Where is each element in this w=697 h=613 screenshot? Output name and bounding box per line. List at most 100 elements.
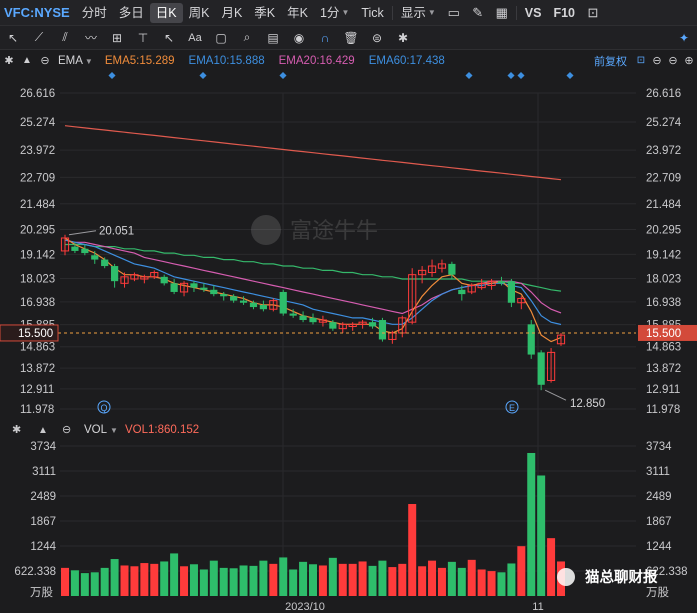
signal-diamond bbox=[507, 71, 515, 80]
brand-watermark: 猫总聊财报 bbox=[557, 568, 658, 586]
f10-button[interactable]: F10 bbox=[553, 5, 575, 20]
minute-dropdown[interactable]: 1分 ▼ bbox=[314, 3, 355, 23]
volume-bar bbox=[130, 566, 139, 596]
candle-body-down bbox=[170, 283, 178, 292]
x-label-oct: 2023/10 bbox=[285, 601, 325, 613]
restore-icon[interactable]: ⊖ bbox=[668, 55, 678, 67]
price-axis-left: 26.616 25.274 23.972 22.709 21.484 20.295 19.1… bbox=[20, 88, 56, 416]
price-tick-label: 11.978 bbox=[646, 404, 680, 416]
channel-tool-icon[interactable]: ⫽ bbox=[62, 30, 68, 44]
gear-icon[interactable]: ✱ bbox=[4, 55, 14, 67]
minimize-icon[interactable]: ⊖ bbox=[652, 55, 662, 67]
candle-body-down bbox=[458, 289, 466, 295]
visibility-icon[interactable]: ⊜ bbox=[371, 30, 383, 45]
event-marker-q[interactable]: Q bbox=[97, 400, 111, 414]
volume-unit-left: 万股 bbox=[30, 586, 53, 599]
ema10-value: EMA10:15.888 bbox=[188, 54, 265, 67]
brush-icon[interactable]: ▤ bbox=[267, 30, 279, 45]
wave-tool-icon[interactable]: 〰 bbox=[84, 31, 97, 45]
period-tab-monthly[interactable]: 月K bbox=[221, 5, 243, 20]
candle-body-up bbox=[338, 323, 347, 330]
volume-tick-label: 622.338 bbox=[14, 566, 56, 578]
display-dropdown[interactable]: 显示 ▼ bbox=[395, 3, 442, 23]
close-chart-icon[interactable]: ⊡ bbox=[587, 4, 599, 20]
volume-bar bbox=[527, 452, 536, 596]
line-tool-icon[interactable]: ⟋ bbox=[34, 30, 44, 44]
main-toolbar: VFC:NYSE 分时 多日 日K 周K 月K 季K 年K 1分 ▼ Tick 显… bbox=[0, 0, 697, 26]
volume-bar bbox=[150, 563, 159, 596]
volume-bar bbox=[428, 560, 437, 596]
signal-diamond bbox=[279, 71, 287, 80]
volume-axis-left: 3734 3111 2489 1867 1244 622.338 bbox=[14, 441, 56, 578]
low-label: 12.850 bbox=[570, 398, 605, 410]
cursor-icon[interactable]: ↖ bbox=[7, 30, 19, 45]
volume-indicator-name[interactable]: VOL bbox=[84, 424, 108, 436]
candle-body-down bbox=[230, 296, 238, 301]
price-tick-label: 14.863 bbox=[646, 342, 681, 354]
collapse-icon[interactable]: ▲ bbox=[22, 55, 32, 66]
candle-body-up bbox=[179, 282, 189, 293]
settings-icon[interactable]: ✱ bbox=[397, 30, 409, 45]
watermark-text: 富途牛牛 bbox=[290, 218, 378, 243]
candle-body-down bbox=[378, 320, 387, 340]
text-tool-icon[interactable]: Aa bbox=[188, 31, 202, 44]
adjust-dropdown[interactable]: 前复权 bbox=[594, 55, 627, 68]
period-tab-daily[interactable]: 日K bbox=[149, 2, 183, 23]
maximize-icon[interactable]: ⊕ bbox=[684, 55, 694, 67]
price-tick-label: 23.972 bbox=[646, 145, 681, 157]
volume-bar bbox=[477, 569, 486, 596]
note-tool-icon[interactable]: ▢ bbox=[215, 30, 227, 45]
gear-icon[interactable]: ✱ bbox=[12, 424, 21, 436]
period-tab-yearly[interactable]: 年K bbox=[287, 5, 308, 20]
period-tab-quarterly[interactable]: 季K bbox=[254, 5, 276, 20]
pen-icon[interactable]: ✎ bbox=[472, 4, 484, 20]
close-icon[interactable]: ⊖ bbox=[40, 55, 50, 67]
event-marker-e[interactable]: E bbox=[505, 400, 519, 414]
candlesticks bbox=[60, 234, 566, 391]
period-tab-weekly[interactable]: 周K bbox=[188, 5, 210, 20]
collapse-icon[interactable]: ▲ bbox=[38, 425, 48, 436]
candle-body-up bbox=[437, 263, 447, 269]
price-tick-label: 14.863 bbox=[20, 342, 55, 354]
vol1-value: VOL1:860.152 bbox=[125, 424, 199, 436]
candle-body-down bbox=[91, 255, 99, 260]
candle-body-up bbox=[140, 276, 149, 280]
symbol-label[interactable]: VFC:NYSE bbox=[4, 4, 70, 20]
volume-bar bbox=[358, 561, 367, 596]
period-tab-intraday[interactable]: 分时 bbox=[81, 5, 107, 20]
indicator-name[interactable]: EMA ▼ bbox=[58, 54, 93, 67]
candle-body-up bbox=[120, 276, 129, 284]
price-tick-label: 18.023 bbox=[646, 274, 681, 286]
period-tab-multiday[interactable]: 多日 bbox=[118, 5, 144, 20]
zoom-icon[interactable]: ⌕ bbox=[243, 30, 251, 44]
grid-icon[interactable]: ▦ bbox=[495, 4, 508, 20]
magnet-icon[interactable]: ∩ bbox=[320, 30, 330, 45]
display-label: 显示 bbox=[400, 5, 426, 20]
price-tag-right-label: 15.500 bbox=[646, 328, 681, 340]
price-tick-label: 16.938 bbox=[646, 297, 681, 309]
fib-tool-icon[interactable]: ⊤ bbox=[137, 30, 149, 45]
kline-type-icon[interactable]: ⊡ bbox=[636, 55, 646, 66]
arrow-tool-icon[interactable]: ↖ bbox=[163, 30, 175, 45]
tick-button[interactable]: Tick bbox=[361, 5, 384, 20]
candle-body-down bbox=[299, 315, 307, 321]
volume-tick-label: 3734 bbox=[30, 441, 56, 453]
chevron-down-icon[interactable]: ▼ bbox=[110, 426, 118, 435]
chart-area[interactable]: 富途牛牛 26.616 25.274 23.972 22.709 21.484 20.29… bbox=[0, 71, 697, 613]
measure-tool-icon[interactable]: ⊞ bbox=[111, 30, 123, 45]
volume-bar bbox=[289, 569, 298, 596]
vs-button[interactable]: VS bbox=[524, 5, 542, 20]
volume-bar bbox=[447, 561, 456, 596]
candle-body-down bbox=[101, 259, 109, 267]
close-icon[interactable]: ⊖ bbox=[62, 424, 71, 436]
eye-icon[interactable]: ◉ bbox=[293, 30, 305, 45]
volume-bar bbox=[398, 563, 407, 596]
candle-body-down bbox=[249, 302, 258, 308]
candle-body-down bbox=[329, 322, 337, 329]
high-label: 20.051 bbox=[99, 226, 134, 238]
price-tick-label: 16.938 bbox=[20, 297, 55, 309]
layout-icon[interactable]: ▭ bbox=[447, 4, 460, 20]
pin-icon[interactable]: ✦ bbox=[678, 30, 690, 45]
volume-bar bbox=[80, 573, 89, 596]
trash-icon[interactable]: 🗑 bbox=[343, 30, 359, 45]
